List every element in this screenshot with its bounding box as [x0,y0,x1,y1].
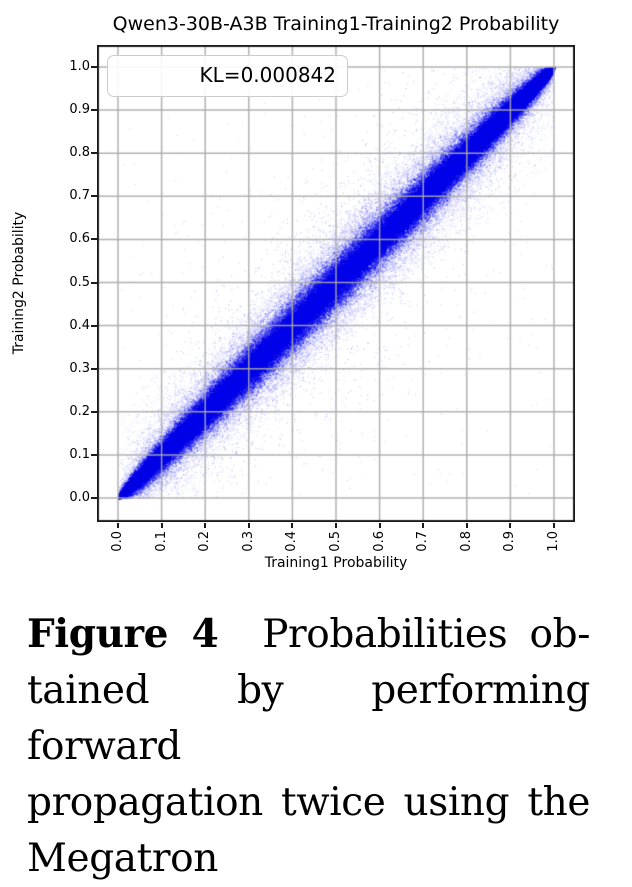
caption-line-3: propagation twice using the [27,780,590,825]
y-tick-label: 0.8 [69,145,90,160]
y-axis-label: Training2 Probability [11,211,27,355]
x-tick-mark [379,523,381,528]
x-tick-label: 0.1 [154,531,169,552]
x-tick-mark [117,523,119,528]
y-tick-label: 0.2 [69,404,90,419]
x-tick-label: 0.7 [415,531,430,552]
legend-box: KL=0.000842 [107,55,348,97]
figure-caption: Figure 4 Probabilities ob- tained by per… [27,606,590,887]
y-tick-mark [91,282,97,284]
y-tick-mark [91,411,97,413]
kl-legend-label: KL=0.000842 [199,63,336,87]
y-tick-label: 0.0 [69,490,90,505]
x-tick-mark [553,523,555,528]
x-tick-mark [204,523,206,528]
x-tick-mark [466,523,468,528]
caption-line-4: Megatron [27,836,218,881]
y-tick-mark [91,195,97,197]
x-tick-label: 0.3 [241,531,256,552]
x-tick-label: 0.9 [502,531,517,552]
x-tick-label: 0.2 [197,531,212,552]
x-tick-label: 0.4 [284,531,299,552]
x-tick-mark [161,523,163,528]
x-tick-label: 0.6 [372,531,387,552]
y-tick-label: 0.6 [69,231,90,246]
probability-scatter-figure: Qwen3-30B-A3B Training1-Training2 Probab… [11,13,575,571]
x-tick-label: 0.0 [110,531,125,552]
scatter-plot-canvas [97,45,575,522]
y-tick-mark [91,152,97,154]
y-tick-label: 0.3 [69,361,90,376]
x-tick-mark [422,523,424,528]
figure-number-label: Figure 4 [27,611,219,657]
y-tick-mark [91,368,97,370]
x-axis-label: Training1 Probability [264,555,408,571]
y-tick-mark [91,454,97,456]
y-tick-label: 1.0 [69,59,90,74]
x-tick-mark [291,523,293,528]
y-tick-label: 0.4 [69,318,90,333]
y-tick-mark [91,497,97,499]
caption-line-2: tained by performing forward [27,668,590,769]
y-tick-mark [91,238,97,240]
x-tick-mark [335,523,337,528]
y-tick-label: 0.9 [69,102,90,117]
plot-title: Qwen3-30B-A3B Training1-Training2 Probab… [112,13,560,35]
y-tick-mark [91,109,97,111]
y-tick-mark [91,325,97,327]
page: { "chart_data": { "type": "scatter", "ti… [11,13,591,881]
x-tick-mark [248,523,250,528]
y-tick-label: 0.5 [69,275,90,290]
x-tick-label: 0.5 [328,531,343,552]
x-tick-label: 1.0 [546,531,561,552]
y-tick-mark [91,66,97,68]
y-tick-label: 0.7 [69,188,90,203]
caption-line-1: Figure 4 Probabilities ob- [27,606,590,663]
x-tick-mark [509,523,511,528]
caption-line-1-text: Probabilities ob- [262,612,590,657]
y-tick-label: 0.1 [69,447,90,462]
x-tick-label: 0.8 [459,531,474,552]
